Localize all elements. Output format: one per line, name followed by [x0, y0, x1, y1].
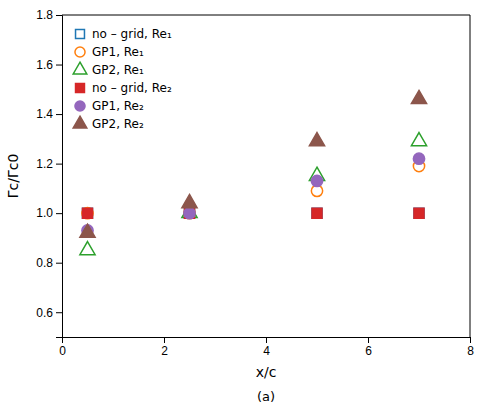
- point: [184, 208, 195, 219]
- point: [83, 208, 93, 218]
- point: [414, 208, 424, 218]
- x-tick-mark: [368, 337, 369, 343]
- legend-label: GP1, Re₁: [92, 45, 144, 59]
- y-tick: 1.8: [36, 8, 62, 22]
- y-tick-label: 1.4: [36, 107, 53, 121]
- y-tick: 1.4: [36, 107, 62, 121]
- point: [411, 133, 426, 146]
- frame: [470, 15, 471, 337]
- point: [312, 208, 322, 218]
- x-tick-label: 8: [467, 344, 474, 358]
- y-tick-label: 0.8: [36, 256, 53, 270]
- y-tick: 1.6: [36, 58, 62, 72]
- x-tick-label: 6: [365, 344, 372, 358]
- point: [182, 194, 197, 207]
- y-axis: 0.6 0.8 1.0 1.2 1.4 1.6 1.8: [36, 8, 62, 337]
- series: [82, 153, 425, 236]
- series: [80, 133, 427, 255]
- x-axis-title: x/c: [256, 364, 277, 380]
- y-tick-mark: [56, 263, 62, 264]
- y-tick-label: 0.6: [36, 306, 53, 320]
- legend-label: GP2, Re₁: [92, 63, 144, 77]
- subtitle: (a): [257, 389, 275, 404]
- y-tick: 0.8: [36, 256, 62, 270]
- y-tick: 1.2: [36, 157, 62, 171]
- x-tick-label: 0: [59, 344, 66, 358]
- point: [413, 153, 424, 164]
- y-tick-mark: [56, 114, 62, 115]
- point: [80, 242, 95, 255]
- legend-symbol: [75, 101, 85, 111]
- point: [83, 208, 93, 218]
- y-tick-mark: [56, 65, 62, 66]
- point: [80, 224, 95, 237]
- point: [411, 90, 426, 103]
- y-axis-line: [56, 16, 63, 338]
- point: [185, 208, 195, 218]
- point: [312, 208, 322, 218]
- series: [82, 160, 425, 218]
- x-tick: 6: [365, 337, 372, 358]
- legend-label: no – grid, Re₁: [92, 27, 172, 41]
- legend-item: GP1, Re₂: [75, 99, 144, 113]
- x-axis: 0 2 4 6 8: [59, 337, 474, 358]
- x-tick-mark: [470, 337, 471, 343]
- y-tick-label: 1.6: [36, 58, 53, 72]
- chart: 0 2 4 6 8 0.6 0.8 1.0 1.2 1.4 1.6 1.8 no – grid, Re₁…: [0, 0, 492, 409]
- point: [311, 175, 322, 186]
- x-tick: 4: [263, 337, 270, 358]
- point: [184, 208, 195, 219]
- frame: [62, 15, 470, 16]
- legend-item: GP1, Re₁: [75, 45, 144, 59]
- x-tick: 8: [467, 337, 474, 358]
- y-tick-mark: [56, 312, 62, 313]
- point: [414, 208, 424, 218]
- legend-symbol: [76, 30, 85, 39]
- y-tick-mark: [56, 15, 62, 16]
- legend-label: GP1, Re₂: [92, 99, 144, 113]
- x-axis-line: [63, 338, 471, 344]
- x-tick: 2: [161, 337, 168, 358]
- legend: no – grid, Re₁ GP1, Re₁ GP2, Re₁ no – grid,…: [73, 27, 172, 131]
- point: [82, 208, 93, 219]
- legend-symbol: [75, 47, 85, 57]
- y-tick-label: 1.2: [36, 157, 53, 171]
- legend-label: no – grid, Re₂: [92, 81, 172, 95]
- legend-symbol: [73, 116, 87, 128]
- x-tick-mark: [266, 337, 267, 343]
- plot: 0 2 4 6 8 0.6 0.8 1.0 1.2 1.4 1.6 1.8 no – grid, Re₁…: [36, 8, 474, 357]
- legend-item: GP2, Re₁: [73, 62, 144, 77]
- y-tick-mark: [56, 164, 62, 165]
- point: [185, 208, 195, 218]
- legend-symbol: [76, 84, 85, 93]
- x-tick-label: 2: [161, 344, 168, 358]
- y-tick-label: 1.8: [36, 8, 53, 22]
- y-tick-mark: [56, 213, 62, 214]
- series: [83, 208, 425, 218]
- legend-label: GP2, Re₂: [92, 117, 144, 131]
- y-tick: 1.0: [36, 206, 62, 220]
- y-tick: 0.6: [36, 306, 62, 320]
- y-axis-title: Γc/Γc0: [5, 154, 21, 199]
- x-tick: 0: [59, 337, 66, 358]
- legend-item: GP2, Re₂: [73, 116, 144, 131]
- x-tick-mark: [164, 337, 165, 343]
- series: [83, 208, 425, 218]
- y-tick-label: 1.0: [36, 206, 53, 220]
- x-tick-label: 4: [263, 344, 270, 358]
- series: [80, 90, 427, 237]
- point: [309, 133, 324, 146]
- legend-symbol: [73, 62, 87, 74]
- points: [80, 90, 427, 254]
- legend-item: no – grid, Re₁: [76, 27, 172, 41]
- legend-item: no – grid, Re₂: [76, 81, 172, 95]
